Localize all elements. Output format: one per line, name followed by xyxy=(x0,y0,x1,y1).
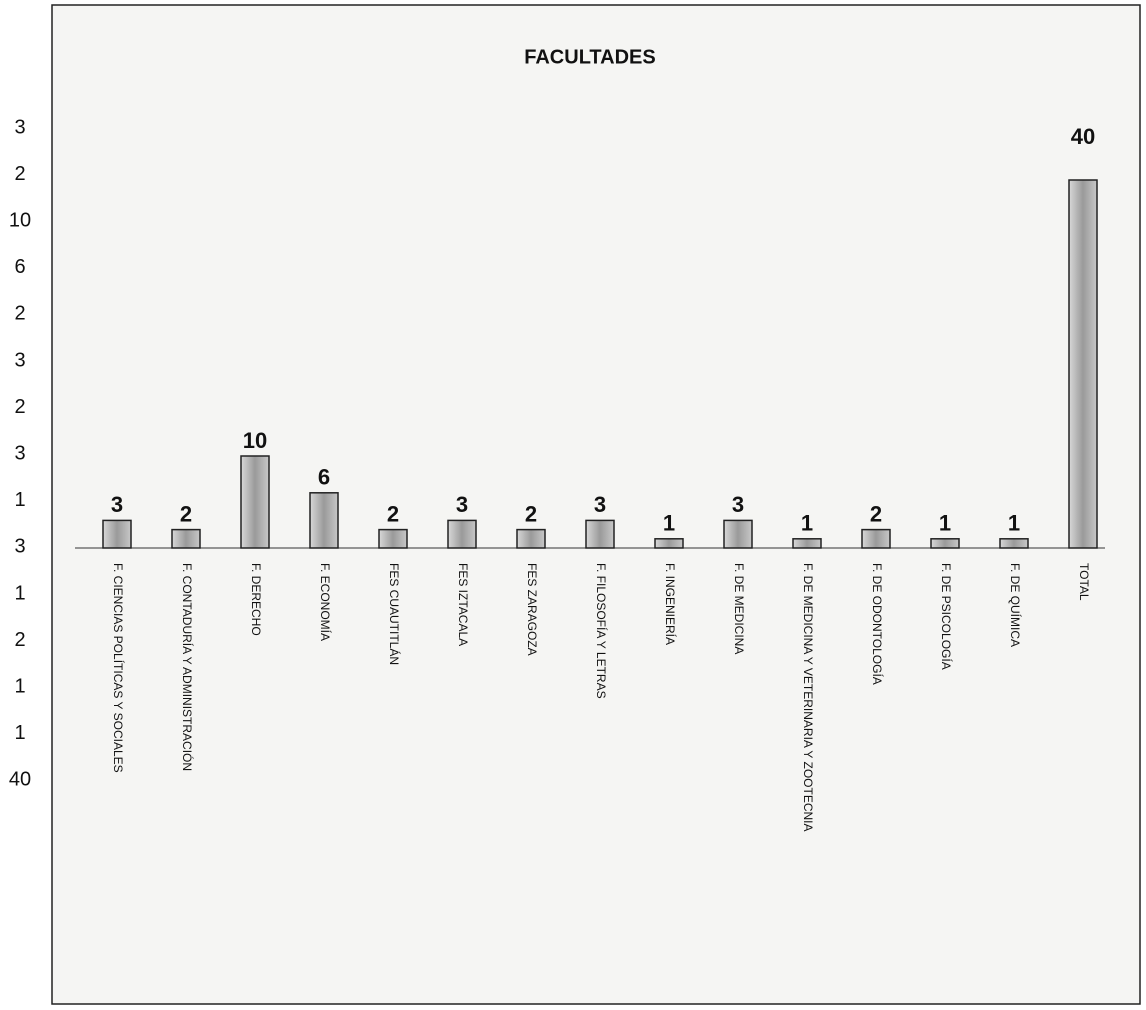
bar xyxy=(102,519,132,549)
side-value: 1 xyxy=(14,722,25,744)
data-label: 3 xyxy=(111,492,123,517)
side-value: 1 xyxy=(14,675,25,697)
side-value: 3 xyxy=(14,536,25,558)
x-tick-label: F. DE MEDICINA Y VETERINARIA Y ZOOTECNIA xyxy=(801,563,815,832)
data-label: 10 xyxy=(243,428,267,453)
x-tick-label: F. CIENCIAS POLÍTICAS Y SOCIALES xyxy=(111,563,126,773)
data-label: 3 xyxy=(594,492,606,517)
side-value: 3 xyxy=(14,116,25,138)
bar xyxy=(999,538,1029,549)
data-label: 1 xyxy=(801,511,813,536)
x-tick-label: TOTAL xyxy=(1077,563,1091,601)
x-tick-label: FES IZTACALA xyxy=(456,563,470,646)
data-label: 1 xyxy=(939,511,951,536)
bar xyxy=(585,519,615,549)
bar xyxy=(378,528,408,549)
bar xyxy=(654,538,684,549)
side-value: 10 xyxy=(9,209,31,231)
x-tick-label: F. DE ODONTOLOGÍA xyxy=(870,563,885,685)
chart-title: FACULTADES xyxy=(524,46,655,68)
data-label: 2 xyxy=(525,501,537,526)
x-tick-label: F. INGENIERÍA xyxy=(663,563,678,645)
x-tick-label: F. CONTADURÍA Y ADMINISTRACIÓN xyxy=(180,563,195,771)
x-tick-label: F. DE QUÍMICA xyxy=(1008,563,1023,647)
side-value: 2 xyxy=(14,163,25,185)
side-value: 1 xyxy=(14,489,25,511)
x-tick-label: F. ECONOMÍA xyxy=(318,563,333,641)
bar xyxy=(930,538,960,549)
bar xyxy=(861,528,891,549)
x-tick-label: F. DE MEDICINA xyxy=(732,563,746,654)
side-value: 1 xyxy=(14,582,25,604)
side-value: 6 xyxy=(14,256,25,278)
bar xyxy=(792,538,822,549)
bar xyxy=(1068,179,1098,549)
x-tick-label: FES ZARAGOZA xyxy=(525,563,539,656)
x-tick-label: F. DE PSICOLOGÍA xyxy=(939,563,954,670)
x-tick-label: F. DERECHO xyxy=(249,563,263,636)
data-label: 3 xyxy=(456,492,468,517)
data-label: 3 xyxy=(732,492,744,517)
bar xyxy=(723,519,753,549)
x-tick-label: FES CUAUTITLÁN xyxy=(387,563,402,665)
bar xyxy=(447,519,477,549)
data-label: 2 xyxy=(870,501,882,526)
data-label: 1 xyxy=(663,511,675,536)
side-value: 3 xyxy=(14,442,25,464)
bar xyxy=(309,492,339,549)
bar xyxy=(516,528,546,549)
data-label: 40 xyxy=(1071,124,1095,149)
x-tick-label: F. FILOSOFÍA Y LETRAS xyxy=(594,563,609,699)
side-value: 2 xyxy=(14,303,25,325)
data-label: 1 xyxy=(1008,511,1020,536)
side-value: 40 xyxy=(9,769,31,791)
side-value: 3 xyxy=(14,349,25,371)
side-value: 2 xyxy=(14,629,25,651)
bar xyxy=(171,528,201,549)
bar xyxy=(240,455,270,549)
data-label: 2 xyxy=(387,501,399,526)
data-label: 6 xyxy=(318,465,330,490)
data-label: 2 xyxy=(180,501,192,526)
side-value: 2 xyxy=(14,396,25,418)
plot-frame xyxy=(51,4,1141,1005)
